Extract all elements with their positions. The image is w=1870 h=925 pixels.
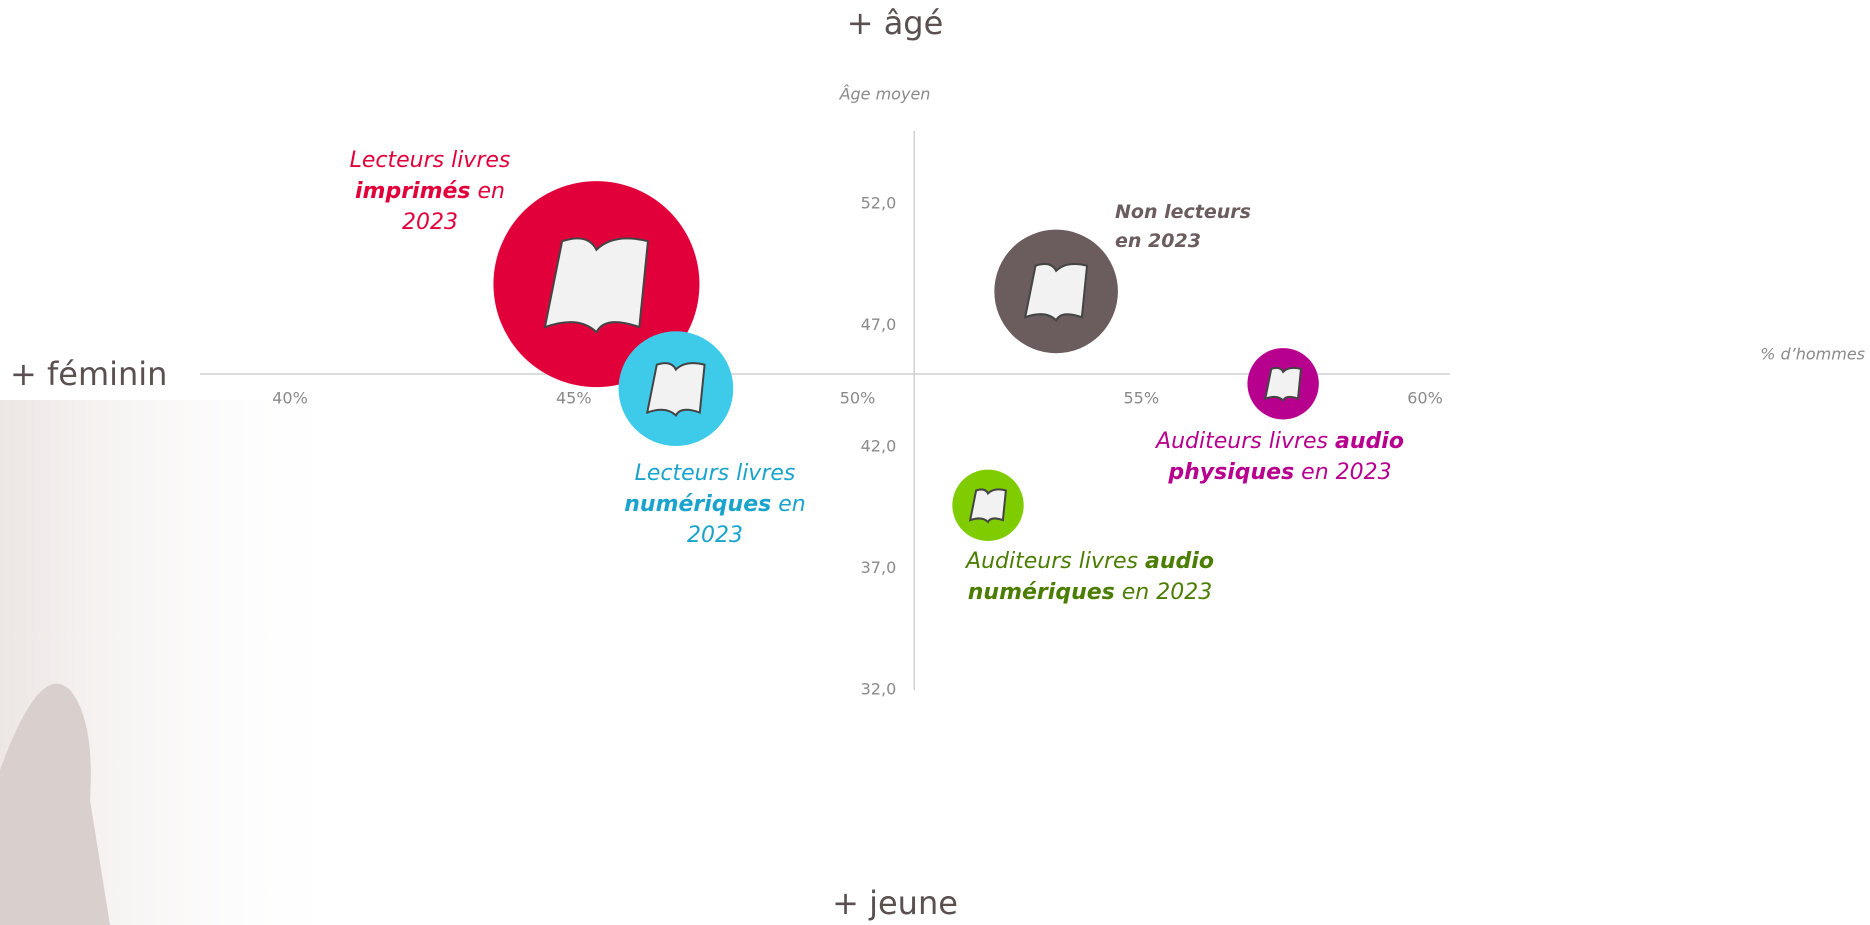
y-axis-title: Âge moyen bbox=[839, 85, 931, 104]
label-part: numériques bbox=[624, 492, 772, 517]
label-part: en 2023 bbox=[1294, 460, 1392, 485]
top-label: + âgé bbox=[847, 4, 944, 42]
bubble-label: Auditeurs livres audio numériques en 202… bbox=[960, 546, 1220, 608]
left-label: + féminin bbox=[10, 355, 167, 393]
x-tick-label: 45% bbox=[556, 389, 592, 408]
bubble-label: Lecteurs livres numériques en 2023 bbox=[595, 458, 835, 551]
label-part: audio physiques bbox=[1168, 429, 1412, 485]
label-part: audio numériques bbox=[967, 549, 1222, 605]
x-axis-title: % d’hommes bbox=[1760, 345, 1865, 364]
bubble-label: Auditeurs livres audio physiques en 2023 bbox=[1150, 426, 1410, 488]
y-tick-label: 52,0 bbox=[861, 193, 897, 212]
label-part: en 2023 bbox=[687, 492, 813, 548]
label-part: Auditeurs livres bbox=[1156, 429, 1336, 454]
bubble-label: Non lecteurs en 2023 bbox=[1115, 198, 1255, 256]
x-tick-label: 50% bbox=[840, 389, 876, 408]
label-part: imprimés bbox=[354, 179, 471, 204]
label-part: Lecteurs livres bbox=[349, 148, 518, 173]
icon bbox=[543, 237, 650, 334]
x-tick-label: 60% bbox=[1407, 389, 1443, 408]
bubble-label: Lecteurs livres imprimés en 2023 bbox=[330, 145, 530, 238]
label-part: en 2023 bbox=[1114, 580, 1213, 605]
y-tick-label: 47,0 bbox=[861, 315, 897, 334]
person-silhouette bbox=[0, 683, 110, 925]
x-tick-label: 55% bbox=[1123, 389, 1159, 408]
icon bbox=[1023, 262, 1089, 322]
label-part: Lecteurs livres bbox=[634, 461, 803, 486]
label-part: en 2023 bbox=[402, 179, 513, 235]
label-part: Auditeurs livres bbox=[966, 549, 1146, 574]
y-tick-label: 37,0 bbox=[861, 558, 897, 577]
icon bbox=[968, 488, 1007, 524]
y-tick-label: 32,0 bbox=[861, 680, 897, 699]
icon bbox=[1263, 366, 1303, 403]
icon bbox=[645, 362, 706, 418]
x-tick-label: 40% bbox=[272, 389, 308, 408]
label-part: Non lecteurs en 2023 bbox=[1115, 201, 1258, 252]
y-tick-label: 42,0 bbox=[861, 436, 897, 455]
bottom-label: + jeune bbox=[832, 884, 958, 922]
